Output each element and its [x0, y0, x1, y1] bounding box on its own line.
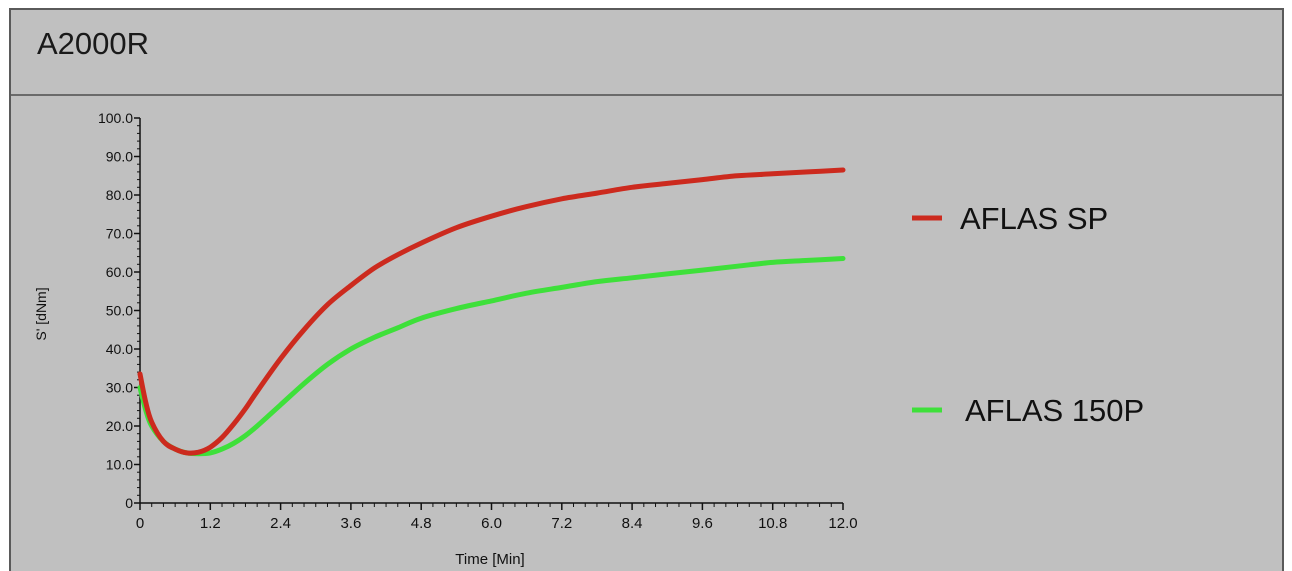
- y-tick-label: 10.0: [106, 457, 133, 473]
- x-tick-label: 12.0: [828, 515, 857, 532]
- series-line-aflas-sp: [137, 167, 846, 456]
- y-axis: 0 10.0 20.0 30.0 40.0 50.0 60.0 70.0 80.0 90.0 100…: [98, 110, 141, 511]
- y-tick-label: 20.0: [106, 418, 133, 434]
- y-axis-label: S' [dNm]: [33, 287, 49, 340]
- x-axis-label: Time [Min]: [455, 551, 524, 568]
- x-tick-label: 3.6: [340, 515, 361, 532]
- x-tick-label: 7.2: [551, 515, 572, 532]
- x-tick-label: 9.6: [692, 515, 713, 532]
- y-tick-label: 50.0: [106, 303, 133, 319]
- panel-title: A2000R: [37, 26, 150, 61]
- y-tick-label: 30.0: [106, 380, 133, 396]
- y-tick-label: 0: [125, 495, 133, 511]
- x-tick-label: 2.4: [270, 515, 291, 532]
- y-tick-label: 60.0: [106, 264, 133, 280]
- x-tick-label: 6.0: [481, 515, 502, 532]
- y-tick-label: 100.0: [98, 110, 133, 126]
- x-tick-label: 4.8: [411, 515, 432, 532]
- series-line-aflas-150p: [137, 256, 846, 457]
- chart-panel: A2000R: [9, 8, 1284, 571]
- x-tick-label: 8.4: [622, 515, 643, 532]
- legend-label-aflas-150p: AFLAS 150P: [965, 393, 1144, 428]
- x-tick-label: 1.2: [200, 515, 221, 532]
- x-axis: 0 1.2 2.4 3.6 4.8 6.0 7.2 8.4 9.6 10.8 12.0: [136, 502, 858, 532]
- y-tick-label: 80.0: [106, 187, 133, 203]
- x-tick-label: 10.8: [758, 515, 787, 532]
- series-layer: [137, 167, 846, 457]
- panel-header: A2000R: [11, 10, 1282, 96]
- legend-label-aflas-sp: AFLAS SP: [960, 201, 1108, 236]
- y-tick-label: 40.0: [106, 341, 133, 357]
- y-tick-label: 70.0: [106, 226, 133, 242]
- y-tick-label: 90.0: [106, 149, 133, 165]
- x-tick-label: 0: [136, 515, 144, 532]
- legend: AFLAS SP AFLAS 150P: [912, 201, 1144, 428]
